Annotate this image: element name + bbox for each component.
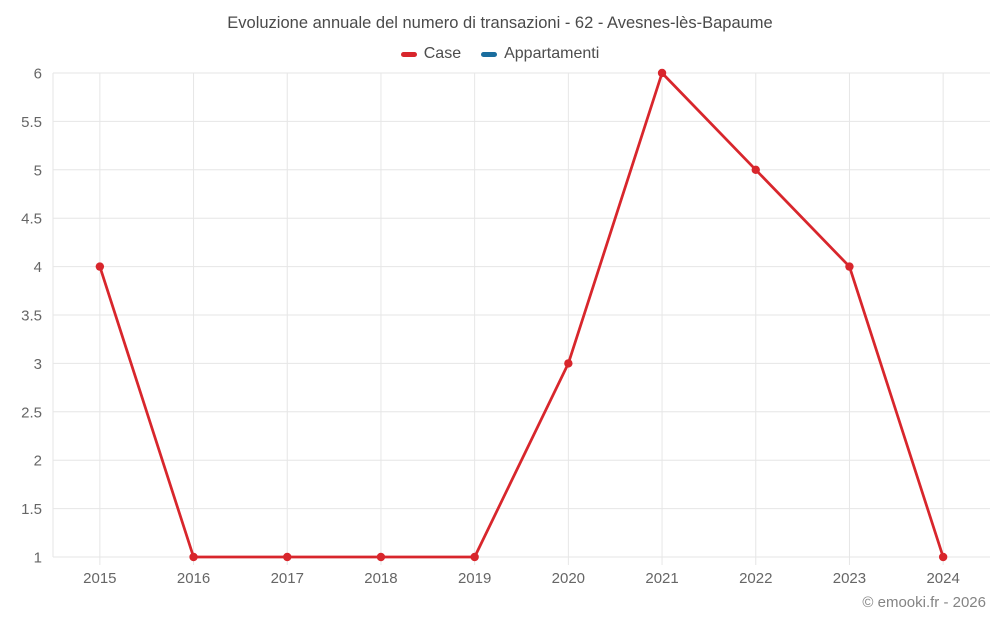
- x-axis-label: 2021: [645, 570, 678, 587]
- case-series-point-2017[interactable]: [283, 552, 292, 562]
- case-series-point-2023[interactable]: [845, 262, 854, 271]
- case-series-point-2020[interactable]: [564, 359, 573, 368]
- legend-item-case[interactable]: Case: [400, 45, 462, 63]
- x-axis-label: 2017: [271, 570, 304, 587]
- legend-item-appartamenti[interactable]: Appartamenti: [481, 45, 599, 63]
- case-series-point-2019[interactable]: [470, 552, 479, 562]
- legend-label-appartamenti: Appartamenti: [504, 45, 600, 62]
- x-axis-label: 2020: [552, 570, 585, 587]
- y-axis-label: 2: [34, 453, 42, 470]
- x-axis-label: 2015: [83, 570, 116, 587]
- case-series-line: [98, 71, 945, 559]
- y-axis-label: 2.5: [21, 404, 42, 421]
- case-series-point-2022[interactable]: [751, 165, 760, 174]
- y-axis-label: 5: [34, 162, 42, 179]
- x-axis-label: 2019: [458, 570, 491, 587]
- chart-title: Evoluzione annuale del numero di transaz…: [227, 14, 773, 32]
- x-axis-label: 2024: [926, 570, 959, 587]
- y-axis-label: 5.5: [21, 114, 42, 131]
- x-axis-label: 2023: [833, 570, 866, 587]
- y-axis-label: 4: [34, 259, 42, 276]
- case-series-point-2015[interactable]: [95, 262, 105, 271]
- appartamenti-series-swatch-icon: [481, 51, 498, 57]
- y-axis-label: 6: [34, 66, 42, 83]
- y-axis-label: 4.5: [21, 211, 42, 228]
- x-axis-label: 2018: [364, 570, 397, 587]
- y-axis-label: 3: [34, 356, 42, 373]
- case-series-point-2016[interactable]: [189, 552, 198, 562]
- case-series-swatch-icon: [400, 51, 417, 57]
- y-axis-label: 3.5: [21, 308, 42, 325]
- case-series-point-2024[interactable]: [938, 552, 948, 562]
- x-axis-label: 2016: [177, 570, 210, 587]
- case-series-point-2021[interactable]: [657, 68, 667, 78]
- legend-label-case: Case: [423, 45, 462, 62]
- x-axis-label: 2022: [739, 570, 772, 587]
- copyright: © emooki.fr - 2026: [862, 594, 986, 611]
- y-axis-label: 1.5: [21, 501, 42, 518]
- y-axis-label: 1: [34, 550, 42, 567]
- case-series-point-2018[interactable]: [376, 552, 386, 562]
- legend: Case Appartamenti: [0, 45, 1000, 63]
